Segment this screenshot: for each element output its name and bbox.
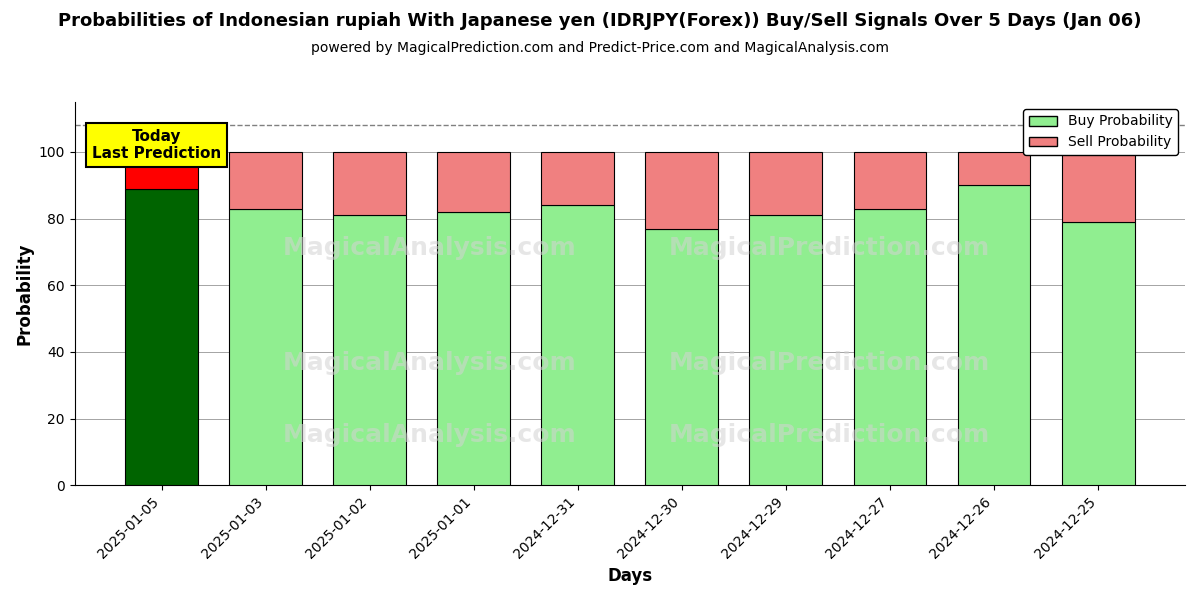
Legend: Buy Probability, Sell Probability: Buy Probability, Sell Probability [1024,109,1178,155]
Bar [334,215,406,485]
Text: MagicalAnalysis.com: MagicalAnalysis.com [283,350,577,374]
Bar [958,185,1031,485]
X-axis label: Days: Days [607,567,653,585]
Bar [646,229,719,485]
Bar [125,188,198,485]
Bar [125,152,198,188]
Bar [541,205,614,485]
Text: MagicalPrediction.com: MagicalPrediction.com [670,236,990,260]
Bar [750,152,822,215]
Text: MagicalPrediction.com: MagicalPrediction.com [670,424,990,448]
Text: Probabilities of Indonesian rupiah With Japanese yen (IDRJPY(Forex)) Buy/Sell Si: Probabilities of Indonesian rupiah With … [59,12,1141,30]
Bar [541,152,614,205]
Bar [229,152,302,209]
Bar [646,152,719,229]
Bar [437,212,510,485]
Bar [1062,152,1134,222]
Text: MagicalPrediction.com: MagicalPrediction.com [670,350,990,374]
Bar [853,152,926,209]
Bar [437,152,510,212]
Text: powered by MagicalPrediction.com and Predict-Price.com and MagicalAnalysis.com: powered by MagicalPrediction.com and Pre… [311,41,889,55]
Bar [750,215,822,485]
Bar [958,152,1031,185]
Y-axis label: Probability: Probability [16,242,34,345]
Text: Today
Last Prediction: Today Last Prediction [91,128,221,161]
Bar [229,209,302,485]
Bar [853,209,926,485]
Text: MagicalAnalysis.com: MagicalAnalysis.com [283,424,577,448]
Text: MagicalAnalysis.com: MagicalAnalysis.com [283,236,577,260]
Bar [1062,222,1134,485]
Bar [334,152,406,215]
